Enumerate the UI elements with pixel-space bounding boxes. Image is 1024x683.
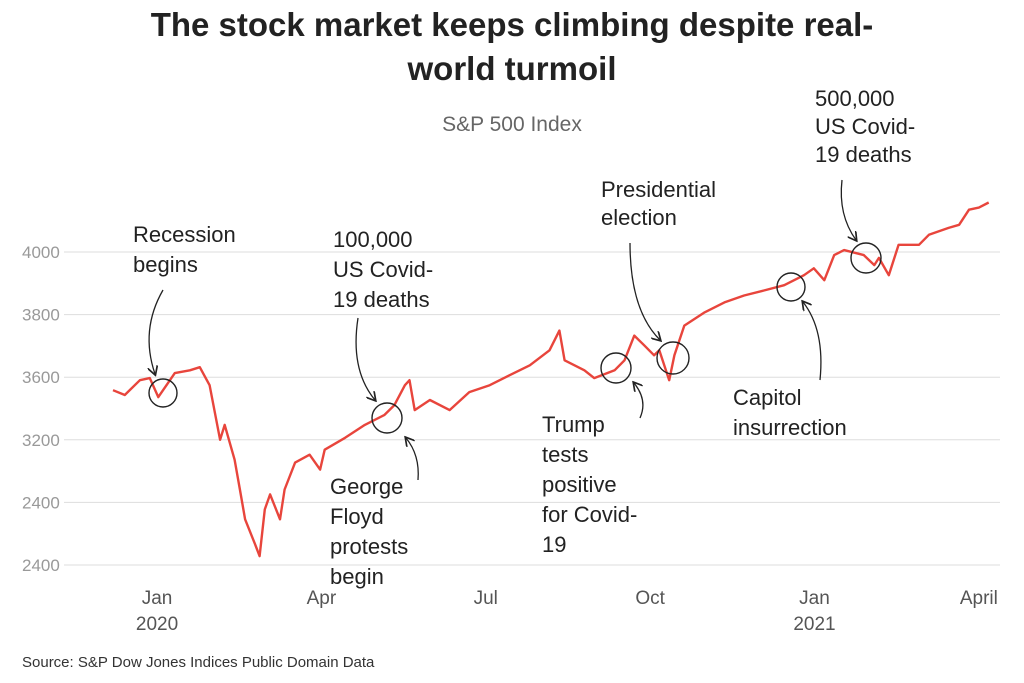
annotation-text: 100,000 bbox=[333, 227, 413, 252]
annotation-text: protests bbox=[330, 534, 408, 559]
annotation-text: US Covid- bbox=[333, 257, 433, 282]
annotation-text: Recession bbox=[133, 222, 236, 247]
annotation-text: 19 deaths bbox=[815, 142, 912, 167]
chart-subtitle: S&P 500 Index bbox=[442, 113, 582, 136]
annotation-circle bbox=[371, 402, 403, 434]
annotation-text: 19 deaths bbox=[333, 287, 430, 312]
annotation-text: tests bbox=[542, 442, 588, 467]
x-tick-label: Jul bbox=[474, 588, 498, 609]
annotation-text: Floyd bbox=[330, 504, 384, 529]
x-tick: Apr bbox=[307, 588, 337, 609]
x-tick-label: April bbox=[960, 588, 998, 609]
x-tick-sublabel: 2021 bbox=[793, 614, 835, 635]
annotation-text: election bbox=[601, 205, 677, 230]
y-tick-label: 2400 bbox=[22, 556, 60, 575]
chart-title: world turmoil bbox=[407, 50, 617, 87]
x-tick: Oct bbox=[635, 588, 665, 609]
x-tick-label: Jan bbox=[799, 588, 830, 609]
annotation-arrow bbox=[355, 317, 375, 400]
annotation-text: 19 bbox=[542, 532, 566, 557]
plot bbox=[112, 201, 990, 558]
annotation-circle bbox=[776, 272, 806, 302]
y-tick-label: 4000 bbox=[22, 243, 60, 262]
x-tick-label: Jan bbox=[142, 588, 173, 609]
y-tick-label: 3200 bbox=[22, 431, 60, 450]
x-tick: Jul bbox=[474, 588, 498, 609]
annotations: Recession begins 100,000 US Covid- 19 deaths… bbox=[133, 86, 915, 589]
annotation-circle bbox=[148, 378, 178, 408]
chart-title: The stock market keeps climbing despite … bbox=[151, 6, 874, 43]
source: Source: S&P Dow Jones Indices Public Dom… bbox=[22, 654, 375, 671]
annotation-arrow bbox=[634, 383, 644, 419]
annotation-arrow bbox=[406, 438, 419, 481]
annotation-marks bbox=[148, 179, 882, 481]
annotation-text: for Covid- bbox=[542, 502, 637, 527]
grid: 2400 2400 3200 3600 3800 4000 Jan 2020 Apr Jul Oct… bbox=[22, 243, 1000, 635]
annotation-text: insurrection bbox=[733, 415, 847, 440]
x-tick: April bbox=[960, 588, 998, 609]
annotation-arrow bbox=[629, 242, 660, 340]
x-tick: Jan 2021 bbox=[793, 588, 835, 635]
annotation-arrow bbox=[803, 302, 822, 381]
annotation-arrow bbox=[149, 289, 164, 374]
annotation-text: US Covid- bbox=[815, 114, 915, 139]
annotation-text: Capitol bbox=[733, 385, 801, 410]
annotation-text: George bbox=[330, 474, 403, 499]
x-tick-label: Apr bbox=[307, 588, 337, 609]
annotation-text: begins bbox=[133, 252, 198, 277]
annotation-text: Trump bbox=[542, 412, 605, 437]
annotation-circle bbox=[600, 352, 632, 384]
annotation-arrow bbox=[840, 179, 856, 240]
y-tick-label: 2400 bbox=[22, 493, 60, 512]
annotation-text: positive bbox=[542, 472, 617, 497]
x-tick: Jan 2020 bbox=[136, 588, 178, 635]
annotation-text: 500,000 bbox=[815, 86, 895, 111]
annotation-text: begin bbox=[330, 564, 384, 589]
annotation-text: Presidential bbox=[601, 177, 716, 202]
y-tick-label: 3600 bbox=[22, 368, 60, 387]
y-tick-label: 3800 bbox=[22, 306, 60, 325]
x-tick-sublabel: 2020 bbox=[136, 614, 178, 635]
annotation-circle bbox=[656, 341, 690, 375]
annotation-circle bbox=[850, 242, 882, 274]
data-line bbox=[112, 201, 990, 558]
x-tick-label: Oct bbox=[635, 588, 665, 609]
